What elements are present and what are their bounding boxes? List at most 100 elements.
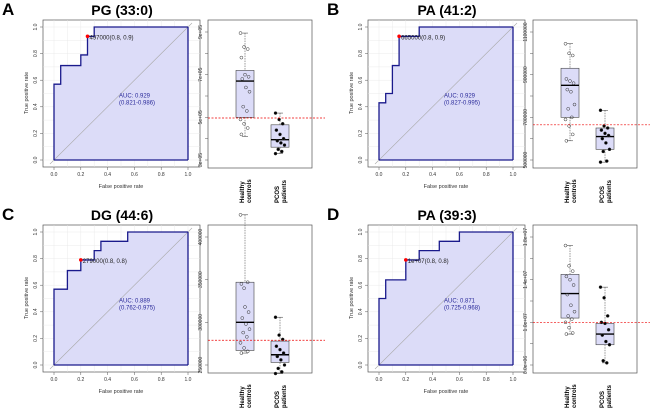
x-tick-label: 0.8 — [158, 172, 165, 178]
data-point — [244, 322, 248, 326]
y-tick-label: 0.8 — [33, 50, 39, 57]
data-point — [239, 132, 244, 137]
box-group-pcos-patients: PCOS patients — [595, 285, 615, 408]
category-label-line1: PCOS — [600, 391, 606, 408]
box-y-tick-label: 3e+05 — [198, 153, 204, 167]
category-label-line1: Healthy — [240, 386, 246, 408]
panel-a: A PG (33:0) 497000(0.8, 0.9) AUC: 0.929(0.8… — [2, 0, 325, 203]
category-label-line2: patients — [607, 384, 613, 408]
data-point — [607, 342, 612, 347]
data-point — [279, 358, 283, 362]
auc-ci-label: (0.821-0.986) — [119, 100, 155, 106]
data-point — [598, 285, 603, 289]
data-point — [278, 132, 282, 137]
data-point — [276, 366, 280, 371]
data-point — [280, 149, 284, 154]
data-point — [238, 341, 243, 345]
data-point — [246, 75, 251, 79]
roc-curve — [53, 231, 188, 365]
data-point — [563, 41, 568, 46]
data-point — [607, 147, 612, 152]
data-point — [563, 320, 568, 325]
x-tick-label: 0.0 — [376, 377, 383, 383]
data-point — [274, 344, 279, 348]
data-point — [568, 277, 572, 282]
data-point — [600, 333, 605, 337]
roc-curve — [378, 26, 513, 160]
diagonal-reference-line — [49, 22, 193, 165]
category-label-line2: patients — [607, 179, 613, 203]
boxplot-frame — [207, 224, 313, 374]
data-point — [239, 282, 244, 286]
data-point — [571, 81, 576, 85]
category-label-line1: Healthy — [565, 386, 571, 408]
x-tick-label: 0.2 — [77, 377, 84, 383]
boxplot-frame — [532, 19, 638, 169]
data-point — [273, 315, 278, 319]
x-tick-label: 0.2 — [402, 172, 409, 178]
x-tick-label: 0.4 — [429, 172, 436, 178]
box-y-tick-label: 1100000 — [523, 22, 529, 41]
panel-title: PG (33:0) — [91, 2, 152, 18]
data-point — [600, 136, 605, 141]
data-point — [599, 128, 604, 132]
box — [560, 274, 580, 319]
y-tick-label: 0.8 — [358, 50, 364, 57]
data-point — [243, 305, 247, 309]
roc-curve — [378, 231, 513, 365]
data-point — [281, 351, 286, 355]
data-point — [571, 283, 576, 287]
panel-letter: B — [327, 0, 339, 19]
threshold-point — [397, 34, 401, 39]
data-point — [570, 331, 575, 335]
data-point — [245, 109, 249, 113]
data-point — [598, 160, 603, 164]
data-point — [238, 213, 243, 217]
x-tick-label: 0.8 — [158, 377, 165, 383]
data-point — [279, 141, 283, 145]
y-tick-label: 0.0 — [33, 361, 39, 368]
x-tick-label: 0.8 — [483, 172, 490, 178]
category-label-line1: PCOS — [600, 186, 606, 203]
y-axis-label: True positive rate — [349, 72, 355, 114]
boxplot-frame — [532, 224, 638, 374]
data-point — [243, 72, 247, 77]
roc-plot: 1e+07(0.8, 0.8) AUC: 0.871(0.725-0.968) 0.… — [349, 224, 526, 395]
data-point — [563, 243, 568, 248]
panel-title: PA (39:3) — [417, 207, 476, 223]
box — [235, 70, 255, 118]
data-point — [567, 51, 571, 56]
data-point — [570, 115, 574, 120]
data-point — [567, 124, 571, 128]
y-tick-label: 0.0 — [358, 156, 364, 163]
boxplot: 3e+05 5e+05 7e+05 9e+05 Healthy controls PCOS p… — [198, 19, 325, 203]
x-axis-label: False positive rate — [424, 389, 469, 395]
box-y-tick-label: 500000 — [523, 151, 529, 168]
roc-plot: 279000(0.8, 0.8) AUC: 0.889(0.762-0.975) 0… — [24, 224, 201, 395]
data-point — [273, 111, 278, 115]
boxplot: 500000 700000 900000 1100000 Healthy controls… — [523, 19, 650, 203]
panel-letter: D — [327, 205, 339, 224]
x-tick-label: 1.0 — [510, 377, 517, 383]
data-point — [564, 274, 569, 279]
panel-letter: C — [2, 205, 14, 224]
y-tick-label: 0.4 — [358, 308, 364, 315]
box-group-healthy-controls: Healthy controls — [235, 31, 255, 203]
data-point — [241, 104, 245, 109]
threshold-label: 497000(0.8, 0.9) — [90, 35, 134, 41]
threshold-label: 665000(0.8, 0.9) — [401, 35, 445, 41]
data-point — [247, 327, 252, 331]
data-point — [569, 89, 573, 94]
data-point — [275, 139, 280, 143]
box-group-pcos-patients: PCOS patients — [270, 315, 290, 408]
category-label-line1: Healthy — [565, 181, 571, 203]
x-axis-label: False positive rate — [99, 184, 144, 190]
diagonal-reference-line — [49, 227, 193, 370]
data-point — [245, 280, 250, 284]
threshold-label: 279000(0.8, 0.8) — [83, 259, 127, 265]
box-y-tick-label: 9e+05 — [198, 25, 204, 39]
box — [595, 127, 615, 150]
box-group-healthy-controls: Healthy controls — [560, 243, 580, 408]
box-y-tick-label: 900000 — [523, 66, 529, 83]
